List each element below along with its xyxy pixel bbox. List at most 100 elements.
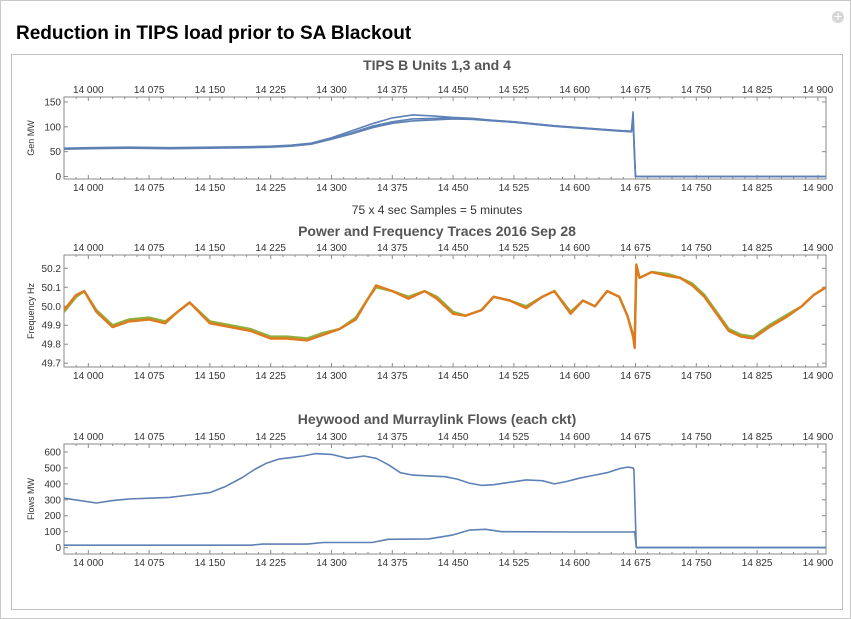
x-tick-label-top: 14 450	[438, 243, 469, 254]
x-tick-label-top: 14 150	[195, 85, 226, 96]
x-tick-label-top: 14 450	[438, 85, 469, 96]
flows-plot-frame	[63, 443, 827, 555]
x-tick-label-bottom: 14 750	[681, 558, 712, 569]
frequency-series-2-line	[64, 263, 826, 350]
x-tick-label-top: 14 300	[316, 243, 347, 254]
x-tick-label-bottom: 14 000	[73, 371, 104, 382]
x-tick-label-bottom: 14 225	[255, 371, 286, 382]
page-title: Reduction in TIPS load prior to SA Black…	[16, 23, 412, 44]
x-tick-label-top: 14 825	[742, 432, 773, 443]
tips-plot-frame	[63, 96, 827, 180]
x-tick-label-bottom: 14 075	[134, 558, 165, 569]
x-tick-label-bottom: 14 600	[559, 558, 590, 569]
x-tick-label-top: 14 675	[620, 243, 651, 254]
x-tick-label-bottom: 14 450	[438, 183, 469, 194]
tips-y-axis-label: Gen MW	[26, 120, 36, 156]
x-tick-label-bottom: 14 225	[255, 183, 286, 194]
x-tick-label-bottom: 14 750	[681, 371, 712, 382]
x-tick-label-bottom: 14 900	[803, 558, 834, 569]
x-tick-label-top: 14 825	[742, 243, 773, 254]
y-tick-label: 0	[55, 543, 61, 554]
x-tick-label-top: 14 225	[255, 243, 286, 254]
x-tick-label-bottom: 14 300	[316, 558, 347, 569]
x-tick-label-top: 14 750	[681, 432, 712, 443]
x-tick-label-top: 14 675	[620, 432, 651, 443]
x-tick-label-top: 14 225	[255, 85, 286, 96]
x-tick-label-top: 14 000	[73, 243, 104, 254]
x-tick-label-top: 14 900	[803, 243, 834, 254]
y-tick-label: 500	[44, 463, 61, 474]
x-tick-label-top: 14 450	[438, 432, 469, 443]
x-tick-label-bottom: 14 150	[195, 371, 226, 382]
x-tick-label-top: 14 000	[73, 432, 104, 443]
x-tick-label-bottom: 14 600	[559, 371, 590, 382]
x-tick-label-bottom: 14 225	[255, 558, 286, 569]
x-tick-label-top: 14 075	[134, 243, 165, 254]
y-tick-label: 300	[44, 495, 61, 506]
x-tick-label-bottom: 14 900	[803, 371, 834, 382]
x-tick-label-top: 14 600	[559, 243, 590, 254]
frequency-chart: 14 000 14 000 14 075 14 075 14 150 14 150 14 2…	[26, 243, 834, 382]
y-tick-label: 600	[44, 447, 61, 458]
x-tick-label-bottom: 14 000	[73, 183, 104, 194]
x-tick-label-bottom: 14 825	[742, 183, 773, 194]
x-tick-label-bottom: 14 375	[377, 371, 408, 382]
x-tick-label-top: 14 000	[73, 85, 104, 96]
x-tick-label-top: 14 075	[134, 432, 165, 443]
x-tick-label-top: 14 150	[195, 432, 226, 443]
x-tick-label-bottom: 14 600	[559, 183, 590, 194]
tips-series-1-line	[64, 111, 826, 178]
x-tick-label-bottom: 14 825	[742, 558, 773, 569]
flows-chart: 14 000 14 000 14 075 14 075 14 150 14 150 14 2…	[26, 432, 834, 569]
x-tick-label-top: 14 075	[134, 85, 165, 96]
x-tick-label-bottom: 14 150	[195, 558, 226, 569]
x-tick-label-top: 14 525	[499, 243, 530, 254]
x-tick-label-top: 14 900	[803, 432, 834, 443]
x-tick-label-top: 14 525	[499, 85, 530, 96]
x-tick-label-bottom: 14 150	[195, 183, 226, 194]
x-tick-label-top: 14 825	[742, 85, 773, 96]
x-tick-label-bottom: 14 450	[438, 558, 469, 569]
plus-circle-icon[interactable]: +	[832, 10, 844, 23]
x-tick-label-bottom: 14 075	[134, 371, 165, 382]
x-tick-label-bottom: 14 300	[316, 183, 347, 194]
x-tick-label-top: 14 600	[559, 85, 590, 96]
y-tick-label: 0	[55, 172, 61, 183]
x-tick-label-bottom: 14 450	[438, 371, 469, 382]
y-tick-label: 49.9	[42, 321, 62, 332]
x-tick-label-top: 14 525	[499, 432, 530, 443]
x-tick-label-top: 14 600	[559, 432, 590, 443]
x-tick-label-top: 14 900	[803, 85, 834, 96]
chart-panel: TIPS B Units 1,3 and 4 75 x 4 sec Sample…	[11, 54, 843, 610]
x-tick-label-bottom: 14 825	[742, 371, 773, 382]
y-tick-label: 100	[44, 122, 61, 133]
chart-title-flows: Heywood and Murraylink Flows (each ckt)	[298, 411, 577, 427]
x-tick-label-bottom: 14 750	[681, 183, 712, 194]
x-tick-label-bottom: 14 675	[620, 183, 651, 194]
charts-svg: TIPS B Units 1,3 and 4 75 x 4 sec Sample…	[26, 57, 834, 569]
x-tick-label-top: 14 675	[620, 85, 651, 96]
x-tick-label-top: 14 375	[377, 432, 408, 443]
x-tick-label-top: 14 375	[377, 243, 408, 254]
y-tick-label: 50	[50, 147, 62, 158]
x-tick-label-bottom: 14 525	[499, 183, 530, 194]
y-tick-label: 49.8	[42, 340, 62, 351]
x-tick-label-top: 14 375	[377, 85, 408, 96]
x-tick-label-bottom: 14 300	[316, 371, 347, 382]
y-tick-label: 50.2	[42, 264, 62, 275]
chart-title-frequency: Power and Frequency Traces 2016 Sep 28	[298, 223, 576, 239]
x-tick-label-bottom: 14 525	[499, 371, 530, 382]
y-tick-label: 100	[44, 527, 61, 538]
x-tick-label-top: 14 750	[681, 85, 712, 96]
x-tick-label-bottom: 14 525	[499, 558, 530, 569]
frequency-y-axis-label: Frequency Hz	[26, 282, 36, 339]
flows-series-1-line	[64, 452, 826, 549]
x-tick-label-bottom: 14 375	[377, 558, 408, 569]
y-tick-label: 50.0	[42, 302, 62, 313]
tips-gen-chart: 14 000 14 000 14 075 14 075 14 150 14 150 14 2…	[26, 85, 834, 194]
x-tick-label-bottom: 14 000	[73, 558, 104, 569]
x-tick-label-bottom: 14 375	[377, 183, 408, 194]
tips-series-3-line	[64, 118, 826, 178]
x-tick-label-top: 14 300	[316, 85, 347, 96]
